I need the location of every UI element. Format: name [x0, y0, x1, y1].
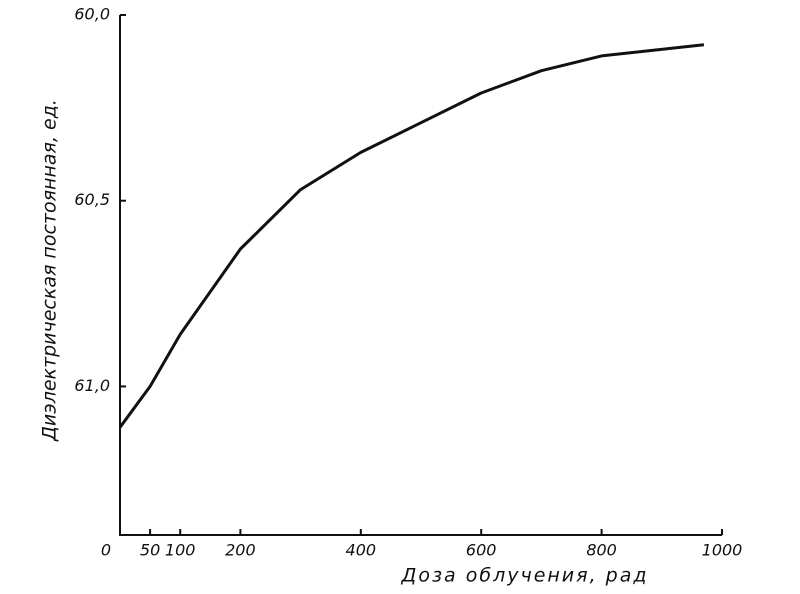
x-tick-label: 0	[101, 541, 111, 560]
x-tick-label: 600	[466, 541, 497, 560]
y-tick-label: 61,0	[74, 376, 110, 395]
x-tick-label: 1000	[702, 541, 743, 560]
chart: Диэлектрическая постоянная, ед. Доза обл…	[0, 0, 800, 594]
y-tick-label: 60,0	[74, 5, 110, 24]
x-tick-label: 800	[586, 541, 617, 560]
x-axis-label: Доза облучения, рад	[400, 565, 648, 587]
y-tick-label: 60,5	[74, 190, 110, 209]
y-axis-label: Диэлектрическая постоянная, ед.	[39, 99, 61, 442]
x-tick-label: 400	[346, 541, 377, 560]
x-tick-label: 200	[225, 541, 256, 560]
x-tick-label: 100	[165, 541, 196, 560]
curve	[120, 45, 704, 428]
x-tick-label: 50	[140, 541, 160, 560]
